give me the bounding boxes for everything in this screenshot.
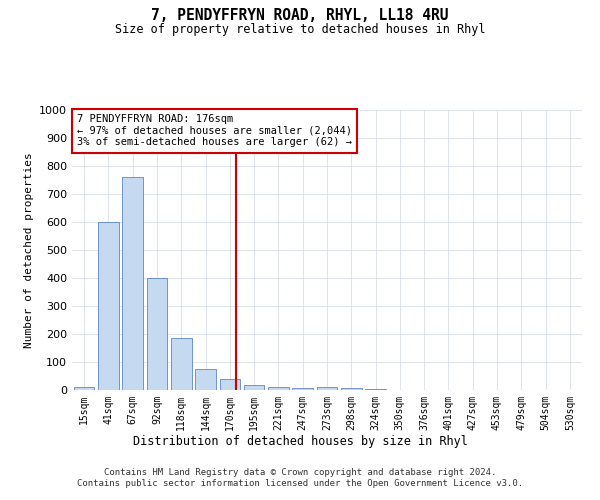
Bar	[195, 369, 216, 390]
Bar	[74, 386, 94, 390]
Text: Distribution of detached houses by size in Rhyl: Distribution of detached houses by size …	[133, 435, 467, 448]
Bar	[317, 386, 337, 390]
Text: Contains HM Land Registry data © Crown copyright and database right 2024.
Contai: Contains HM Land Registry data © Crown c…	[77, 468, 523, 487]
Bar	[220, 380, 240, 390]
Bar	[171, 338, 191, 390]
Bar	[341, 388, 362, 390]
Y-axis label: Number of detached properties: Number of detached properties	[23, 152, 34, 348]
Bar	[122, 177, 143, 390]
Text: 7 PENDYFFRYN ROAD: 176sqm
← 97% of detached houses are smaller (2,044)
3% of sem: 7 PENDYFFRYN ROAD: 176sqm ← 97% of detac…	[77, 114, 352, 148]
Bar	[146, 278, 167, 390]
Bar	[268, 386, 289, 390]
Bar	[244, 385, 265, 390]
Bar	[292, 388, 313, 390]
Text: Size of property relative to detached houses in Rhyl: Size of property relative to detached ho…	[115, 22, 485, 36]
Text: 7, PENDYFFRYN ROAD, RHYL, LL18 4RU: 7, PENDYFFRYN ROAD, RHYL, LL18 4RU	[151, 8, 449, 22]
Bar	[365, 389, 386, 390]
Bar	[98, 222, 119, 390]
